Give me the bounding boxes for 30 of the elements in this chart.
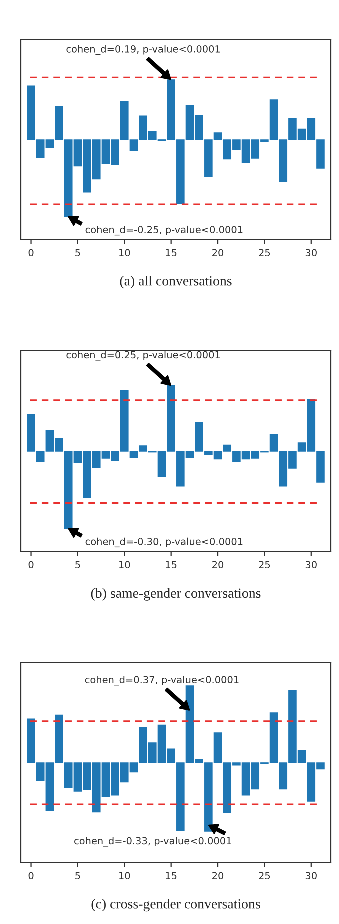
- x-tick-label: 10: [120, 249, 130, 257]
- x-tick-label: 25: [259, 249, 270, 257]
- text: (c) cross-gender conversations: [92, 899, 260, 912]
- x-tick-label: 25: [259, 872, 270, 880]
- annotation: cohen_d=-0.25, p-value<0.0001: [86, 226, 243, 236]
- x-tick-label: 5: [76, 872, 80, 880]
- x-tick-label: 30: [306, 872, 317, 880]
- x-tick-label: 15: [166, 561, 177, 569]
- annotation: cohen_d=-0.30, p-value<0.0001: [86, 538, 243, 548]
- x-tick-label: 20: [212, 872, 224, 880]
- text: (b) same-gender conversations: [91, 588, 261, 601]
- x-tick-label: 30: [306, 249, 317, 257]
- annotation: cohen_d=0.19, p-value<0.0001: [66, 45, 220, 55]
- x-tick-label: 0: [28, 872, 34, 880]
- x-tick-label: 25: [259, 561, 270, 569]
- x-tick-label: 0: [28, 561, 34, 569]
- x-tick-label: 0: [28, 249, 34, 257]
- x-tick-label: 20: [212, 561, 224, 569]
- x-tick-label: 10: [120, 561, 130, 569]
- text: (a) all conversations: [120, 276, 232, 289]
- annotation: cohen_d=0.37, p-value<0.0001: [85, 676, 239, 686]
- x-tick-label: 20: [212, 249, 224, 257]
- x-tick-label: 10: [120, 872, 130, 880]
- x-tick-label: 5: [76, 249, 80, 257]
- x-tick-label: 15: [166, 872, 177, 880]
- x-tick-label: 30: [306, 561, 317, 569]
- annotation: cohen_d=0.25, p-value<0.0001: [66, 351, 220, 361]
- annotation: cohen_d=-0.33, p-value<0.0001: [74, 837, 232, 847]
- x-tick-label: 15: [166, 249, 177, 257]
- x-tick-label: 5: [76, 561, 80, 569]
